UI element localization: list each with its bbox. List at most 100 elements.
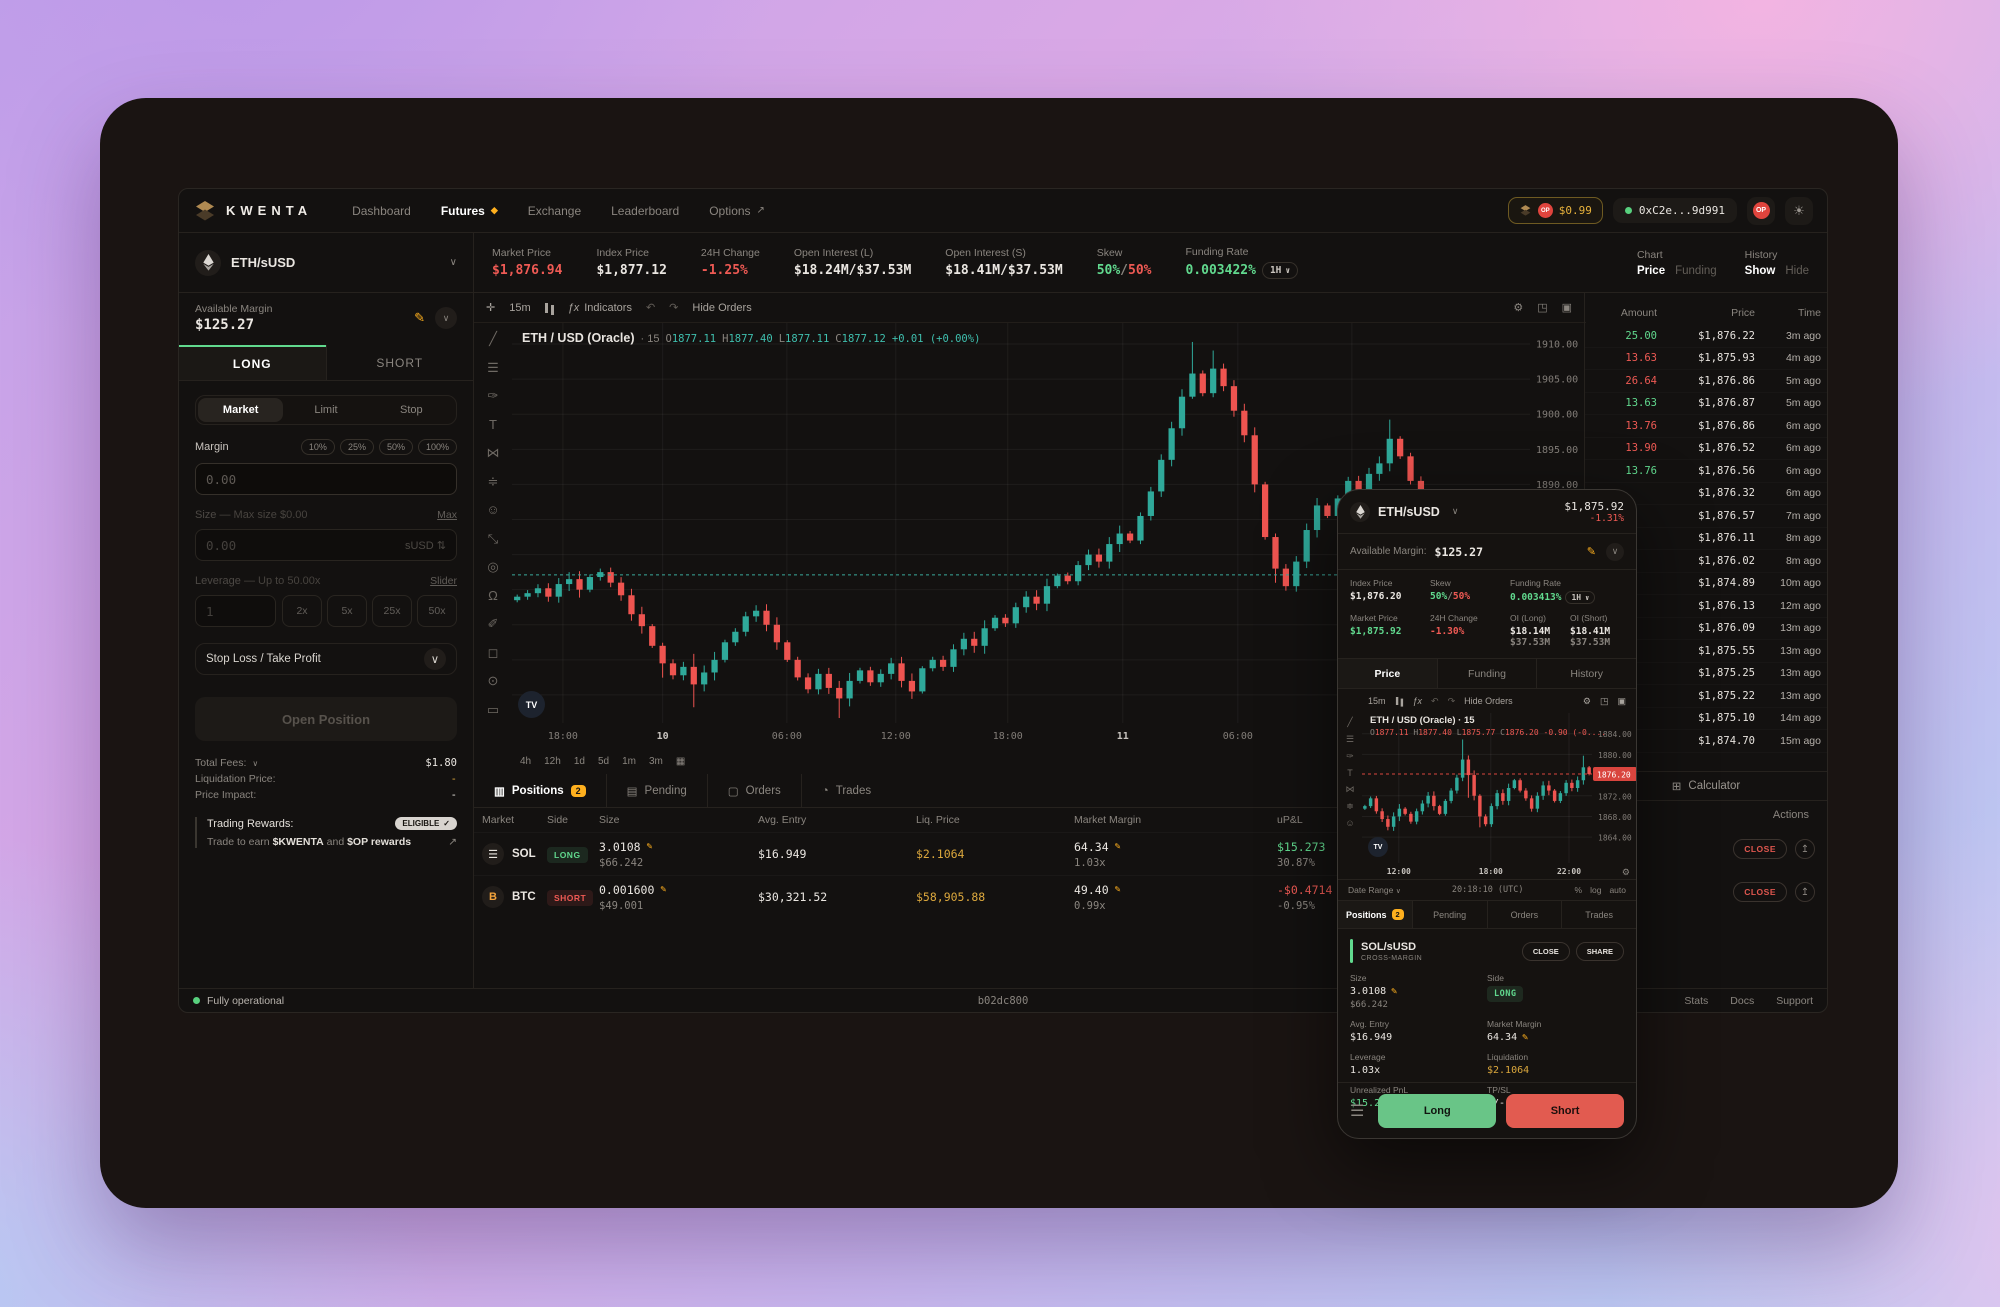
history-show-option[interactable]: Show [1744, 264, 1776, 277]
close-position-button[interactable]: CLOSE [1733, 882, 1787, 902]
menu-icon[interactable]: ☰ [1350, 1102, 1365, 1120]
pattern-icon[interactable]: ⋈ [1345, 784, 1355, 794]
candlestick-icon[interactable] [1395, 696, 1403, 707]
leverage-chip[interactable]: 25x [372, 595, 412, 627]
h-lines-icon[interactable]: ☰ [1345, 734, 1355, 744]
pattern-icon[interactable]: ⋈ [486, 445, 500, 460]
wallet-button[interactable]: 0xC2e...9d991 [1612, 198, 1737, 223]
tab-funding[interactable]: Funding [1438, 659, 1538, 688]
edit-icon[interactable]: ✎ [1522, 1032, 1529, 1043]
brush-icon[interactable]: ✑ [1346, 751, 1354, 761]
edit-margin-icon[interactable]: ✎ [1114, 841, 1121, 852]
trash-icon[interactable]: ▭ [486, 701, 500, 717]
gas-price-badge[interactable]: OP $0.99 [1507, 197, 1603, 224]
brush-icon[interactable]: ✑ [487, 388, 499, 403]
edit-margin-icon[interactable]: ✎ [414, 310, 425, 325]
short-button[interactable]: Short [1506, 1093, 1624, 1128]
range-5d[interactable]: 5d [597, 755, 610, 767]
fx-icon[interactable]: ƒx [1412, 696, 1423, 706]
indicators-button[interactable]: ƒx Indicators [567, 301, 632, 314]
leverage-chip[interactable]: 5x [327, 595, 367, 627]
share-position-button[interactable]: SHARE [1575, 941, 1624, 961]
leverage-chip[interactable]: 2x [282, 595, 322, 627]
fullscreen-icon[interactable]: ◳ [1537, 302, 1548, 314]
trend-line-icon[interactable]: ╱ [1347, 717, 1353, 727]
tab-short[interactable]: SHORT [325, 345, 474, 380]
tab-trades[interactable]: Trades [1585, 909, 1613, 920]
chart-settings-icon[interactable]: ⚙ [1582, 695, 1591, 706]
market-selector[interactable]: ETH/sUSD ∨ [179, 233, 474, 292]
open-position-button[interactable]: Open Position [195, 697, 457, 741]
emoji-icon[interactable]: ☺ [486, 502, 500, 517]
percent-chip[interactable]: 10% [300, 439, 335, 455]
percent-chip[interactable]: 25% [339, 439, 374, 455]
undo-icon[interactable]: ↶ [1431, 695, 1439, 706]
interval-button[interactable]: 15m [509, 301, 531, 314]
forecast-icon[interactable]: ≑ [487, 473, 499, 489]
range-1d[interactable]: 1d [573, 755, 585, 767]
range-12h[interactable]: 12h [544, 755, 561, 767]
lock-icon[interactable]: ◻ [487, 644, 499, 660]
range-3m[interactable]: 3m [648, 755, 663, 767]
emoji-icon[interactable]: ☺ [1345, 818, 1355, 828]
percent-scale-button[interactable]: % [1574, 885, 1583, 895]
tab-orders[interactable]: ▢ Orders [708, 774, 802, 807]
axis-settings-icon[interactable]: ⚙ [1621, 867, 1630, 877]
external-link-icon[interactable]: ↗ [448, 836, 457, 848]
edit-lock-icon[interactable]: ✐ [487, 616, 499, 631]
snapshot-camera-icon[interactable]: ▣ [1561, 302, 1572, 314]
nav-futures[interactable]: Futures ◆ [440, 203, 498, 218]
funding-period-dropdown[interactable]: 1H ∨ [1565, 591, 1596, 604]
nav-leaderboard[interactable]: Leaderboard [611, 203, 680, 218]
crosshair-icon[interactable]: ✛ [486, 302, 496, 314]
tab-long[interactable]: LONG [179, 345, 326, 380]
edit-size-icon[interactable]: ✎ [646, 841, 653, 852]
eligible-badge[interactable]: ELIGIBLE ✓ [395, 817, 457, 830]
share-position-button[interactable]: ↥ [1795, 839, 1815, 859]
chart-price-option[interactable]: Price [1636, 264, 1666, 277]
tab-positions[interactable]: ▥ Positions 2 [474, 774, 607, 807]
size-input[interactable] [206, 537, 405, 553]
sltp-dropdown[interactable]: Stop Loss / Take Profit ∨ [195, 643, 457, 675]
tab-pending[interactable]: Pending [1413, 901, 1488, 928]
close-position-button[interactable]: CLOSE [1733, 839, 1787, 859]
edit-icon[interactable]: ✎ [1391, 986, 1398, 997]
position-row-sol[interactable]: ☰ SOL LONG 3.0108 ✎ $66.242 $16.949 $2.1064… [474, 832, 1586, 875]
snapshot-camera-icon[interactable]: ▣ [1617, 695, 1626, 706]
tab-history[interactable]: History [1570, 667, 1604, 680]
range-1m[interactable]: 1m [622, 755, 636, 767]
margin-expand-button[interactable]: ∨ [435, 307, 457, 329]
long-button[interactable]: Long [1378, 1093, 1497, 1128]
order-type-limit[interactable]: Limit [314, 404, 338, 416]
leverage-slider-link[interactable]: Slider [430, 575, 457, 587]
redo-icon[interactable]: ↷ [1447, 695, 1456, 706]
candle-style-button[interactable] [544, 302, 554, 315]
range-4h[interactable]: 4h [520, 755, 532, 767]
forecast-icon[interactable]: ≑ [1346, 801, 1354, 811]
fullscreen-icon[interactable]: ◳ [1599, 695, 1609, 706]
margin-expand-button[interactable]: ∨ [1606, 542, 1624, 561]
phone-market-header[interactable]: ETH/sUSD ∨ $1,875.92 -1.31% [1338, 490, 1636, 534]
tab-trades[interactable]: ◔ Trades [821, 784, 872, 797]
chart-funding-option[interactable]: Funding [1675, 264, 1717, 277]
candlestick-chart[interactable]: 1884.00 1880.00 1872.00 1868.00 1864.00 12:00… [1362, 713, 1636, 884]
zoom-icon[interactable]: ◎ [487, 559, 499, 574]
trend-line-icon[interactable]: ╱ [489, 331, 497, 346]
tab-price[interactable]: Price [1338, 659, 1438, 688]
tradingview-logo[interactable]: TV [1368, 837, 1388, 857]
order-type-stop[interactable]: Stop [400, 404, 423, 416]
edit-size-icon[interactable]: ✎ [660, 884, 667, 895]
tradingview-logo[interactable]: TV [518, 691, 545, 718]
tab-positions[interactable]: Positions 2 [1338, 901, 1413, 928]
tab-pending[interactable]: ▤ Pending [607, 774, 708, 807]
auto-scale-button[interactable]: auto [1609, 885, 1626, 895]
interval-button[interactable]: 15m [1368, 696, 1386, 706]
kwenta-logo[interactable]: KWENTA [193, 200, 312, 221]
redo-icon[interactable]: ↷ [669, 302, 679, 314]
ruler-icon[interactable]: ⤡ [487, 530, 499, 546]
percent-chip[interactable]: 100% [417, 439, 457, 455]
hide-orders-button[interactable]: Hide Orders [692, 301, 752, 314]
eye-icon[interactable]: ⊙ [487, 673, 499, 688]
position-row-btc[interactable]: B BTC SHORT 0.001600 ✎ $49.001 $30,321.52 $… [474, 875, 1586, 918]
chevron-down-icon[interactable]: ∨ [252, 758, 259, 768]
